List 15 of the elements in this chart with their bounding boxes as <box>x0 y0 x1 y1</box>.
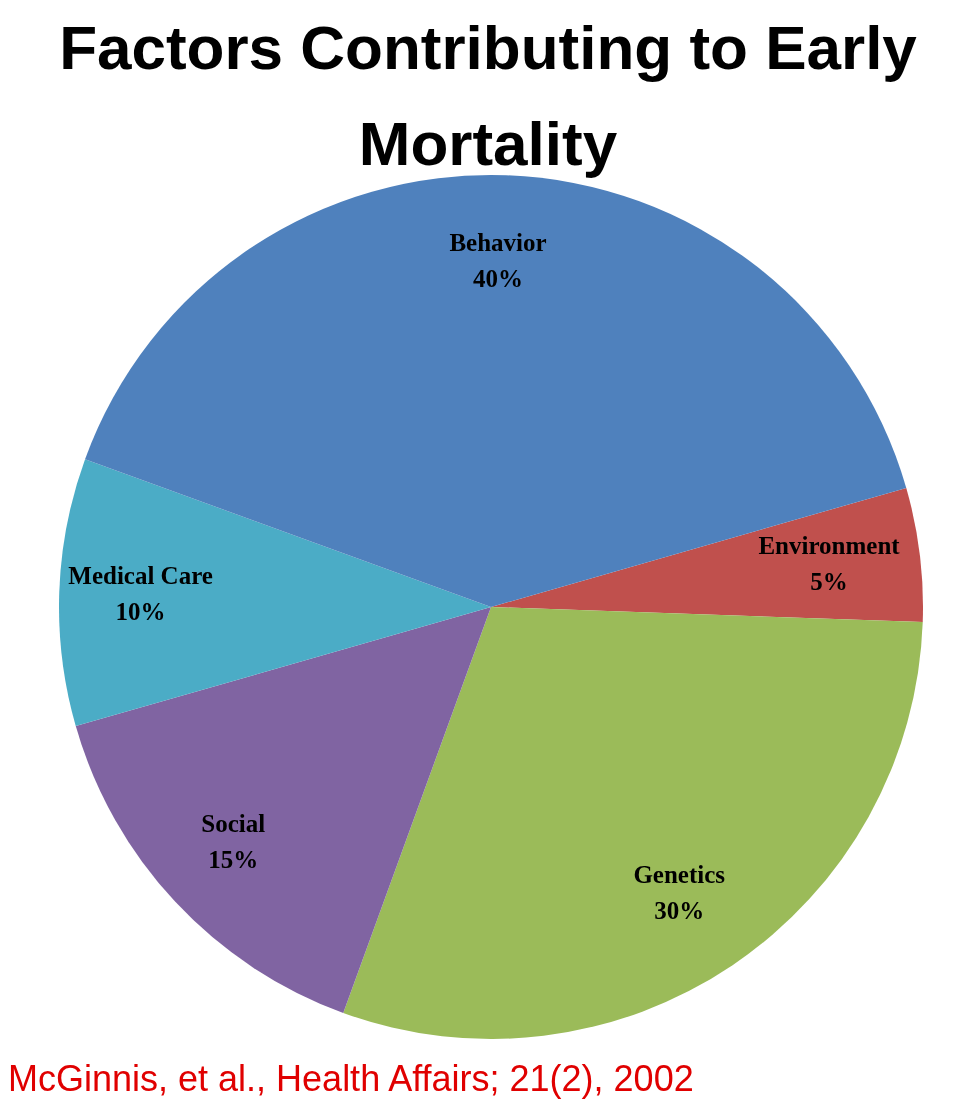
slice-label: Social <box>201 809 266 837</box>
pie-slice <box>491 487 923 623</box>
data-label: 30% <box>654 896 705 924</box>
data-label: 40% <box>473 264 524 292</box>
slice-label: Genetics <box>633 860 726 888</box>
data-label: 10% <box>115 597 166 625</box>
pie-slice <box>59 459 491 727</box>
data-label: 5% <box>810 567 848 595</box>
text: McGinnis, et al., Health Affairs; 21(2), 2002 <box>8 1058 694 1100</box>
chart-title: Factors Contributing to Early Mortality <box>58 12 918 180</box>
pie-slice <box>343 607 923 1039</box>
data-label: 15% <box>208 845 259 873</box>
slice-label: Environment <box>758 531 901 559</box>
slice-label: Medical Care <box>68 561 213 589</box>
slice-label: Behavior <box>449 228 547 256</box>
